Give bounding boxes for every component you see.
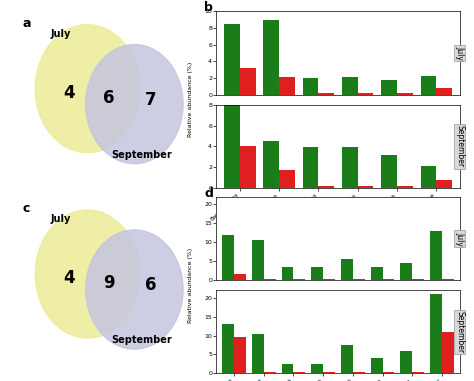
Text: 4: 4 [64, 269, 75, 288]
Bar [319, 186, 334, 188]
Bar [436, 180, 452, 188]
Bar [264, 20, 279, 95]
Bar [303, 147, 319, 188]
Text: July: July [456, 232, 464, 245]
Bar [442, 332, 454, 373]
Text: September: September [111, 335, 172, 345]
Bar [436, 88, 452, 95]
Bar [371, 267, 383, 280]
Bar [342, 77, 358, 95]
Circle shape [35, 210, 140, 338]
Text: 7: 7 [145, 91, 156, 109]
Text: July: July [50, 214, 71, 224]
Bar [264, 372, 276, 373]
Bar [252, 334, 264, 373]
Text: c: c [23, 202, 30, 215]
Text: September: September [456, 125, 464, 167]
Bar [342, 147, 358, 188]
Bar [371, 358, 383, 373]
Bar [412, 372, 424, 373]
Bar [383, 279, 394, 280]
Bar [420, 77, 436, 95]
Bar [353, 372, 365, 373]
Bar [323, 279, 335, 280]
Bar [264, 141, 279, 188]
Bar [401, 263, 412, 280]
Circle shape [86, 230, 183, 349]
Bar [240, 146, 255, 188]
Text: d: d [204, 187, 213, 200]
Bar [240, 68, 255, 95]
Bar [353, 279, 365, 280]
Bar [234, 274, 246, 280]
Text: b: b [204, 2, 213, 14]
Bar [264, 279, 276, 280]
Bar [319, 93, 334, 95]
Text: September: September [111, 150, 172, 160]
Bar [234, 338, 246, 373]
Bar [430, 231, 442, 280]
Bar [358, 186, 374, 188]
Bar [397, 186, 413, 188]
Bar [282, 267, 293, 280]
Text: a: a [23, 17, 31, 30]
Bar [293, 279, 305, 280]
Circle shape [86, 45, 183, 164]
Bar [341, 345, 353, 373]
Bar [383, 372, 394, 373]
Bar [222, 324, 234, 373]
Bar [279, 77, 295, 95]
Bar [358, 93, 374, 95]
Bar [381, 155, 397, 188]
Text: 6: 6 [103, 88, 115, 107]
Text: Relative abundance (%): Relative abundance (%) [188, 62, 193, 137]
Bar [397, 93, 413, 95]
Bar [323, 372, 335, 373]
Bar [303, 78, 319, 95]
Bar [341, 259, 353, 280]
Text: Relative abundance (%): Relative abundance (%) [188, 248, 193, 323]
Bar [442, 279, 454, 280]
Bar [420, 166, 436, 188]
Bar [279, 170, 295, 188]
Bar [311, 267, 323, 280]
Bar [311, 364, 323, 373]
Bar [381, 80, 397, 95]
Text: July: July [50, 29, 71, 38]
Text: 4: 4 [64, 84, 75, 102]
Bar [293, 372, 305, 373]
Bar [401, 351, 412, 373]
Bar [252, 240, 264, 280]
Text: 9: 9 [103, 274, 115, 292]
Text: July: July [456, 46, 464, 60]
Bar [222, 235, 234, 280]
Text: 6: 6 [145, 276, 156, 294]
Bar [282, 364, 293, 373]
Circle shape [35, 25, 140, 153]
Bar [224, 105, 240, 188]
Text: September: September [456, 311, 464, 353]
Bar [412, 279, 424, 280]
Bar [224, 24, 240, 95]
Bar [430, 294, 442, 373]
